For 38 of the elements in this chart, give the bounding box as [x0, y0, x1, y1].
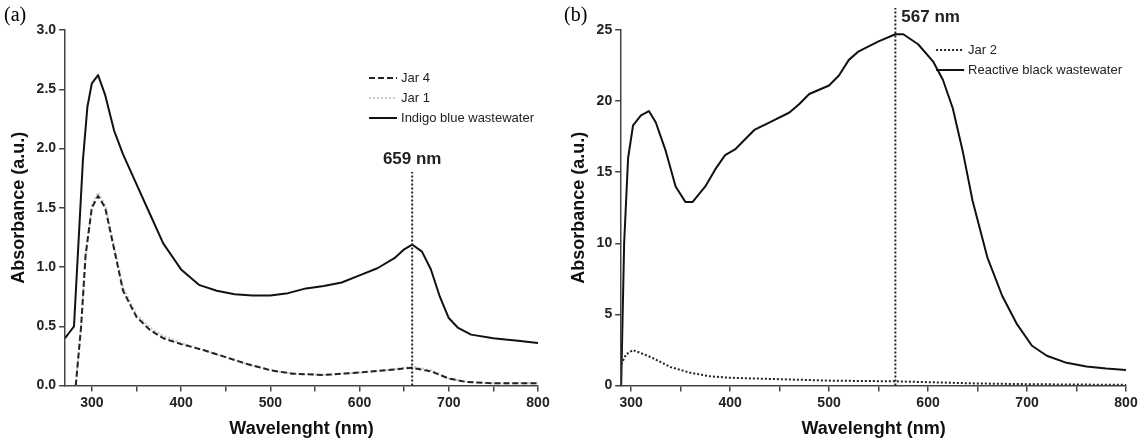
legend-label: Reactive black wastewater — [968, 61, 1123, 77]
legend-label: Jar 4 — [401, 69, 430, 85]
x-tick-label: 600 — [347, 393, 372, 410]
x-tick-label: 400 — [718, 393, 742, 410]
x-tick-label: 300 — [80, 393, 104, 410]
chart-title: (a) — [4, 3, 27, 27]
x-tick-label: 800 — [1114, 393, 1138, 410]
x-tick-label: 500 — [258, 393, 283, 410]
y-tick-label: 0.5 — [36, 317, 57, 334]
y-tick-label: 15 — [596, 163, 613, 180]
x-tick-label: 500 — [817, 393, 841, 410]
y-tick-label: 10 — [596, 234, 613, 251]
y-axis-title: Absorbance (a.u.) — [567, 131, 588, 284]
y-tick-label: 3.0 — [36, 20, 57, 37]
x-tick-label: 700 — [437, 393, 461, 410]
y-tick-label: 2.0 — [36, 139, 57, 156]
x-tick-label: 400 — [169, 393, 193, 410]
legend-label: Jar 2 — [968, 41, 998, 57]
x-axis-title: Wavelenght (nm) — [801, 418, 946, 439]
x-axis-title: Wavelenght (nm) — [229, 418, 374, 439]
y-tick-label: 2.5 — [36, 80, 57, 97]
y-tick-label: 5 — [604, 305, 613, 322]
y-tick-label: 0 — [604, 376, 613, 393]
legend-label: Jar 1 — [401, 89, 430, 105]
x-tick-label: 700 — [1015, 393, 1039, 410]
y-tick-label: 1.0 — [36, 257, 57, 274]
ref-line-label: 567 nm — [901, 7, 960, 27]
x-tick-label: 600 — [916, 393, 940, 410]
y-tick-label: 0.0 — [36, 376, 57, 393]
y-tick-label: 20 — [596, 91, 613, 108]
ref-line-label: 659 nm — [382, 149, 442, 169]
y-axis-title: Absorbance (a.u.) — [7, 131, 28, 284]
y-tick-label: 25 — [596, 20, 613, 37]
y-tick-label: 1.5 — [36, 198, 57, 215]
chart-title: (b) — [564, 3, 588, 27]
x-tick-label: 800 — [526, 393, 550, 410]
legend-label: Indigo blue wastewater — [401, 109, 535, 125]
x-tick-label: 300 — [619, 393, 643, 410]
